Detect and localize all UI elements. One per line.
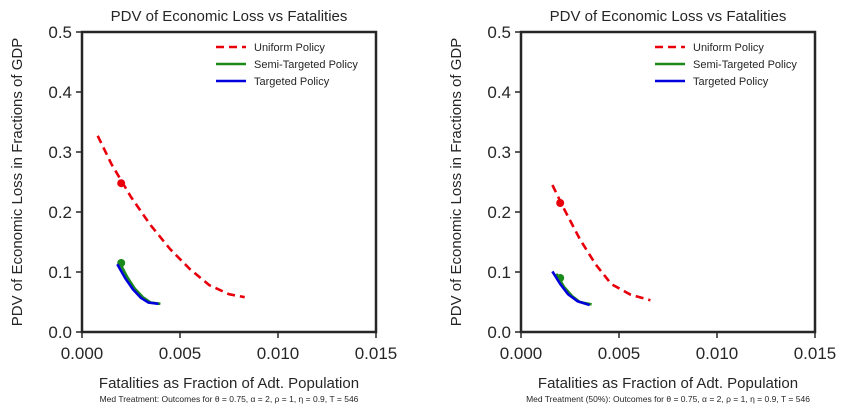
x-tick-label: 0.010 [257, 344, 300, 363]
x-tick-label: 0.015 [355, 344, 398, 363]
series-line-3 [116, 263, 159, 306]
chart-title: PDV of Economic Loss vs Fatalities [550, 8, 787, 25]
legend-label: Targeted Policy [254, 76, 330, 88]
chart-title: PDV of Economic Loss vs Fatalities [111, 8, 348, 25]
y-axis-label: PDV of Economic Loss in Fractions of GDP [448, 38, 465, 326]
x-tick-label: 0.005 [598, 344, 641, 363]
legend-label: Uniform Policy [254, 42, 325, 54]
chart-caption: Med Treatment (50%): Outcomes for θ = 0.… [526, 394, 810, 404]
y-tick-label: 0.3 [487, 143, 511, 162]
y-tick-label: 0.2 [487, 203, 511, 222]
legend-label: Targeted Policy [693, 76, 769, 88]
y-tick-label: 0.5 [48, 23, 72, 42]
series-line-1 [96, 135, 245, 299]
x-tick-label: 0.005 [159, 344, 202, 363]
chart-panel-1: PDV of Economic Loss vs Fatalities 0.0 0.1… [9, 8, 397, 404]
series-line-3 [551, 270, 590, 307]
y-tick-label: 0.0 [48, 323, 72, 342]
series-marker-1 [556, 199, 565, 207]
y-axis-label: PDV of Economic Loss in Fractions of GDP [9, 38, 26, 326]
y-tick-label: 0.4 [48, 83, 72, 102]
series-marker-1 [117, 179, 126, 188]
series-line-1 [551, 184, 651, 302]
legend-label: Uniform Policy [693, 42, 764, 54]
y-tick-label: 0.2 [48, 203, 72, 222]
legend-label: Semi-Targeted Policy [254, 59, 358, 71]
plot-frame [519, 30, 817, 334]
plot-frame [80, 30, 378, 334]
x-tick-label: 0.000 [500, 344, 543, 363]
x-axis-label: Fatalities as Fraction of Adt. Populatio… [99, 375, 359, 392]
x-axis-label: Fatalities as Fraction of Adt. Populatio… [538, 375, 798, 392]
x-tick-label: 0.015 [794, 344, 837, 363]
y-tick-label: 0.3 [48, 143, 72, 162]
legend-label: Semi-Targeted Policy [693, 59, 797, 71]
chart-panel-2: PDV of Economic Loss vs Fatalities 0.0 0.1… [448, 8, 836, 404]
x-tick-label: 0.000 [61, 344, 104, 363]
x-tick-label: 0.010 [696, 344, 739, 363]
y-tick-label: 0.5 [487, 23, 511, 42]
y-tick-label: 0.4 [487, 83, 511, 102]
y-tick-label: 0.1 [487, 263, 511, 282]
chart-caption: Med Treatment: Outcomes for θ = 0.75, α … [100, 394, 359, 404]
y-tick-label: 0.1 [48, 263, 72, 282]
y-tick-label: 0.0 [487, 323, 511, 342]
